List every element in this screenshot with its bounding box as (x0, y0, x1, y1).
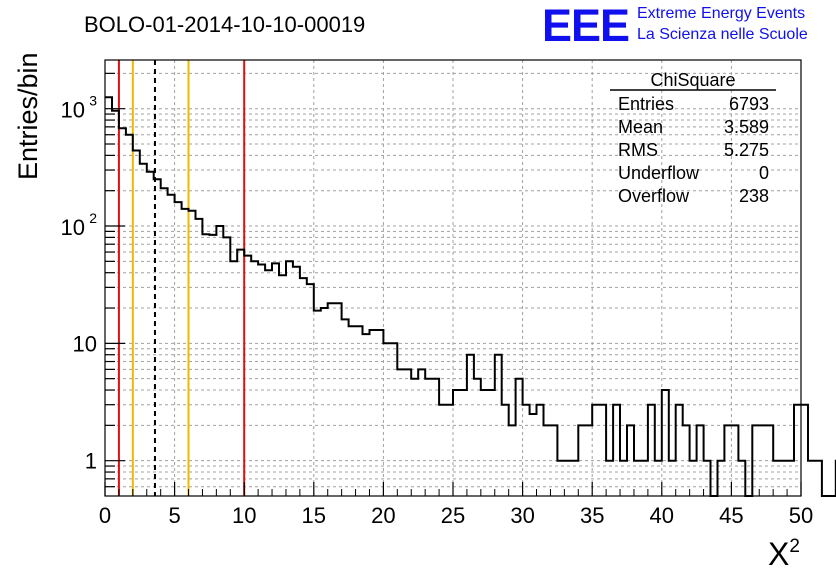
stats-rows: Entries 6793 Mean 3.589 RMS 5.275 Underflow 0 Ov… (618, 94, 769, 206)
x-tick-label: 10 (232, 503, 256, 528)
x-tick-label: 40 (650, 503, 674, 528)
x-tick-label: 25 (441, 503, 465, 528)
x-tick-label: 0 (99, 503, 111, 528)
y-axis-label: Entries/bin (13, 52, 43, 180)
x-axis-label-main: X (768, 536, 789, 572)
y-tick-label: 10 (61, 215, 85, 240)
y-tick-label-exponent: 3 (89, 93, 97, 109)
x-tick-label: 35 (580, 503, 604, 528)
eee-logo: EEE Extreme Energy Events La Scienza nel… (542, 0, 808, 51)
stats-row-value: 3.589 (724, 117, 769, 137)
stats-row-value: 238 (739, 186, 769, 206)
x-axis-label: X2 (768, 536, 800, 572)
x-tick-label: 30 (510, 503, 534, 528)
x-tick-label: 5 (168, 503, 180, 528)
x-tick-label: 20 (371, 503, 395, 528)
stats-row-label: Entries (618, 94, 674, 114)
stats-title: ChiSquare (650, 70, 735, 90)
stats-row-value: 5.275 (724, 140, 769, 160)
x-axis-label-sup: 2 (789, 536, 800, 557)
y-tick-label-exponent: 2 (89, 210, 97, 226)
stats-row-label: Mean (618, 117, 663, 137)
chart-title: BOLO-01-2014-10-10-00019 (84, 12, 365, 37)
stats-box: ChiSquare Entries 6793 Mean 3.589 RMS 5.275 Un… (610, 70, 776, 206)
stats-row-label: Overflow (618, 186, 690, 206)
x-tick-label: 15 (302, 503, 326, 528)
histogram-series (105, 96, 836, 497)
stats-row-label: RMS (618, 140, 658, 160)
threshold-lines (117, 60, 246, 496)
stats-row-value: 0 (759, 163, 769, 183)
x-axis-ticks: 0 5 10 15 20 25 30 35 40 45 50 (99, 482, 813, 528)
x-tick-label: 45 (719, 503, 743, 528)
y-tick-label: 10 (61, 98, 85, 123)
brand-line-2: La Scienza nelle Scuole (637, 26, 808, 43)
x-tick-label: 50 (789, 503, 813, 528)
y-tick-label: 1 (85, 449, 97, 474)
logo-text: EEE (542, 0, 629, 51)
y-tick-label: 10 (73, 331, 97, 356)
brand-line-1: Extreme Energy Events (637, 5, 805, 22)
stats-row-value: 6793 (729, 94, 769, 114)
stats-row-label: Underflow (618, 163, 700, 183)
